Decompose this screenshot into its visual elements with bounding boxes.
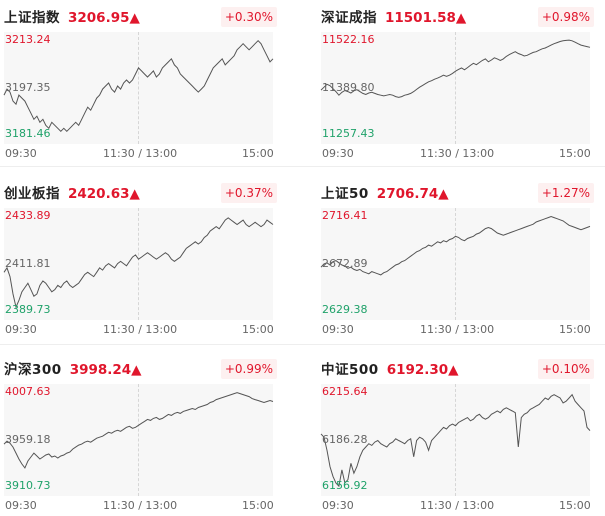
index-name: 上证指数: [4, 10, 60, 26]
index-price: 6192.30▲: [386, 362, 459, 378]
index-title[interactable]: 中证500 6192.30▲: [321, 356, 459, 382]
x-axis-close-label: 15:00: [242, 499, 274, 512]
index-panel[interactable]: 深证成指 11501.58▲ +0.98% 11522.16 11389.80 11257…: [320, 4, 598, 164]
x-axis-close-label: 15:00: [242, 147, 274, 160]
x-axis-close-label: 15:00: [242, 323, 274, 336]
midday-divider: [138, 208, 139, 320]
y-axis-mid-label: 3959.18: [5, 433, 51, 446]
intraday-line-chart: [3, 392, 274, 469]
intraday-line-chart: [320, 215, 591, 276]
price-series-line: [320, 393, 591, 488]
y-axis-low-label: 3910.73: [5, 479, 51, 492]
index-name: 中证500: [321, 362, 379, 378]
row-divider: [0, 344, 605, 345]
index-name: 沪深300: [4, 362, 62, 378]
x-axis-close-label: 15:00: [559, 147, 591, 160]
x-axis-close-label: 15:00: [559, 323, 591, 336]
index-price: 2706.74▲: [376, 186, 449, 202]
midday-divider: [138, 32, 139, 144]
x-axis-midday-label: 11:30 / 13:00: [103, 323, 178, 336]
price-series-line: [320, 39, 591, 98]
midday-divider: [455, 208, 456, 320]
x-axis-midday-label: 11:30 / 13:00: [103, 499, 178, 512]
midday-divider: [138, 384, 139, 496]
x-axis-close-label: 15:00: [559, 499, 591, 512]
price-series-line: [320, 215, 591, 276]
y-axis-mid-label: 11389.80: [322, 81, 375, 94]
intraday-line-chart: [320, 39, 591, 98]
x-axis-open-label: 09:30: [322, 147, 354, 160]
index-title[interactable]: 上证指数 3206.95▲: [4, 4, 140, 30]
x-axis-open-label: 09:30: [5, 147, 37, 160]
y-axis-mid-label: 6186.28: [322, 433, 368, 446]
y-axis-low-label: 6156.92: [322, 479, 368, 492]
x-axis-open-label: 09:30: [322, 323, 354, 336]
index-title[interactable]: 创业板指 2420.63▲: [4, 180, 140, 206]
index-panel[interactable]: 中证500 6192.30▲ +0.10% 6215.64 6186.28 6156.92…: [320, 356, 598, 516]
index-price: 2420.63▲: [68, 186, 140, 202]
intraday-line-chart: [320, 393, 591, 488]
y-axis-high-label: 2716.41: [322, 209, 368, 222]
index-panel[interactable]: 上证指数 3206.95▲ +0.30% 3213.24 3197.35 3181.46 0…: [3, 4, 281, 164]
index-panel[interactable]: 沪深300 3998.24▲ +0.99% 4007.63 3959.18 3910.73…: [3, 356, 281, 516]
midday-divider: [455, 384, 456, 496]
y-axis-low-label: 3181.46: [5, 127, 51, 140]
change-percent-badge: +0.99%: [220, 359, 277, 379]
index-price: 3998.24▲: [69, 362, 142, 378]
change-percent-badge: +1.27%: [537, 183, 594, 203]
index-title[interactable]: 沪深300 3998.24▲: [4, 356, 142, 382]
index-title[interactable]: 深证成指 11501.58▲: [321, 4, 466, 30]
x-axis-open-label: 09:30: [322, 499, 354, 512]
x-axis-midday-label: 11:30 / 13:00: [420, 499, 495, 512]
index-title[interactable]: 上证50 2706.74▲: [321, 180, 449, 206]
y-axis-mid-label: 2411.81: [5, 257, 51, 270]
y-axis-low-label: 11257.43: [322, 127, 375, 140]
row-divider: [0, 166, 605, 167]
y-axis-high-label: 2433.89: [5, 209, 51, 222]
midday-divider: [455, 32, 456, 144]
x-axis-open-label: 09:30: [5, 499, 37, 512]
intraday-line-chart: [3, 217, 274, 309]
x-axis-open-label: 09:30: [5, 323, 37, 336]
intraday-line-chart: [3, 39, 274, 133]
change-percent-badge: +0.10%: [537, 359, 594, 379]
y-axis-high-label: 4007.63: [5, 385, 51, 398]
y-axis-low-label: 2389.73: [5, 303, 51, 316]
y-axis-high-label: 6215.64: [322, 385, 368, 398]
y-axis-mid-label: 2672.89: [322, 257, 368, 270]
y-axis-high-label: 11522.16: [322, 33, 375, 46]
x-axis-midday-label: 11:30 / 13:00: [103, 147, 178, 160]
index-panel[interactable]: 上证50 2706.74▲ +1.27% 2716.41 2672.89 2629.38 0…: [320, 180, 598, 340]
change-percent-badge: +0.37%: [220, 183, 277, 203]
x-axis-midday-label: 11:30 / 13:00: [420, 323, 495, 336]
index-panel[interactable]: 创业板指 2420.63▲ +0.37% 2433.89 2411.81 2389.73 0…: [3, 180, 281, 340]
change-percent-badge: +0.98%: [537, 7, 594, 27]
x-axis-midday-label: 11:30 / 13:00: [420, 147, 495, 160]
y-axis-low-label: 2629.38: [322, 303, 368, 316]
y-axis-high-label: 3213.24: [5, 33, 51, 46]
price-series-line: [3, 392, 274, 469]
price-series-line: [3, 217, 274, 309]
index-price: 11501.58▲: [385, 10, 467, 26]
y-axis-mid-label: 3197.35: [5, 81, 51, 94]
index-name: 深证成指: [321, 10, 377, 26]
index-name: 上证50: [321, 186, 369, 202]
price-series-line: [3, 39, 274, 133]
change-percent-badge: +0.30%: [220, 7, 277, 27]
index-price: 3206.95▲: [68, 10, 140, 26]
index-name: 创业板指: [4, 186, 60, 202]
